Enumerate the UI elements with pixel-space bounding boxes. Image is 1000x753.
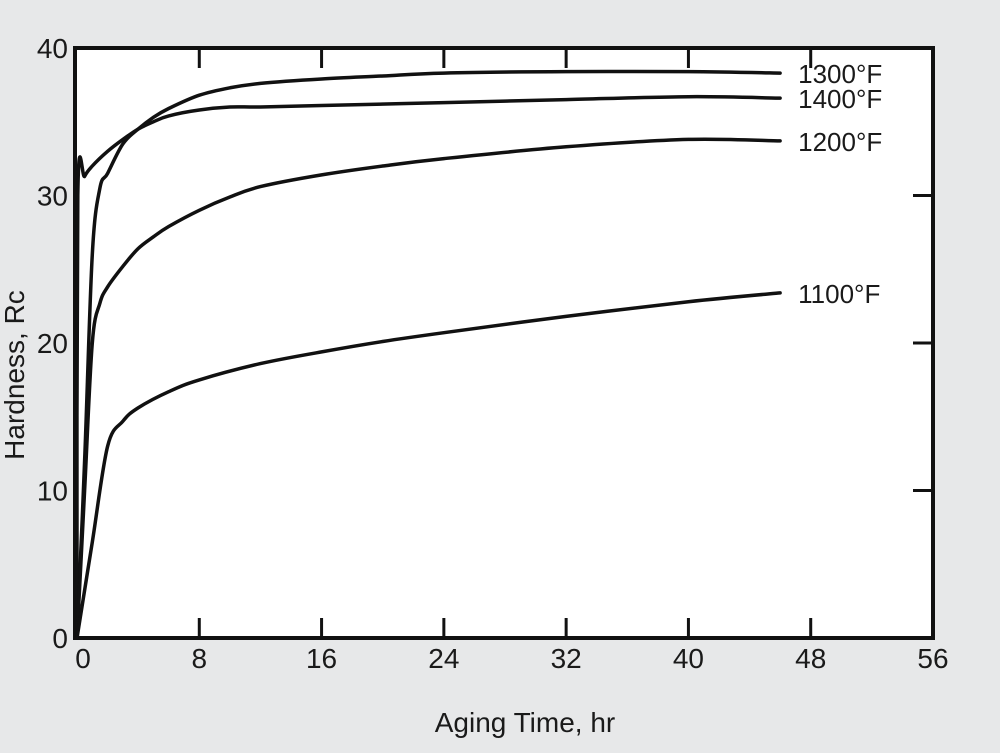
y-tick-label: 30 (37, 181, 68, 212)
x-tick-label: 56 (917, 643, 948, 674)
x-tick-label: 16 (306, 643, 337, 674)
series-label-1100f: 1100°F (798, 279, 880, 309)
y-tick-label: 40 (37, 33, 68, 64)
ticks-layer: 0 8 16 24 32 40 48 56 0 10 20 30 40 (37, 33, 949, 674)
plot-frame (73, 46, 935, 640)
x-tick-label: 32 (551, 643, 582, 674)
x-tick-label: 40 (673, 643, 704, 674)
x-tick-label: 24 (428, 643, 459, 674)
series-label-1400f: 1400°F (798, 84, 882, 114)
series-line-1200f (75, 137, 782, 640)
x-tick-label: 8 (191, 643, 207, 674)
series-line-1400f (75, 94, 782, 640)
series-line-1300f (75, 69, 782, 640)
y-axis-title: Hardness, Rc (0, 290, 30, 460)
x-tick-label: 0 (75, 643, 91, 674)
y-tick-label: 20 (37, 328, 68, 359)
y-tick-label: 0 (52, 623, 68, 654)
x-tick-label: 48 (795, 643, 826, 674)
curves-layer (75, 69, 782, 640)
series-label-1200f: 1200°F (798, 127, 882, 157)
x-axis-title: Aging Time, hr (435, 707, 616, 738)
series-label-1300f: 1300°F (798, 59, 882, 89)
series-line-1100f (75, 291, 782, 640)
y-tick-label: 10 (37, 476, 68, 507)
